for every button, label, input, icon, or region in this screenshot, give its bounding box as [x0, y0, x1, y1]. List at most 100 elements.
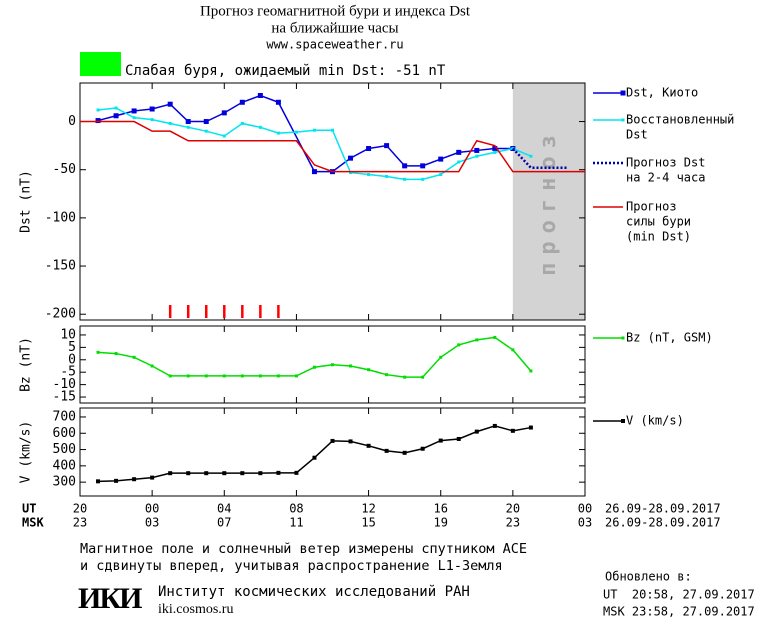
- data-point: [366, 146, 372, 152]
- y-tick-label: 0: [68, 114, 76, 129]
- x-tick-label: 04: [217, 502, 231, 516]
- forecast-region: [512, 83, 585, 320]
- data-point: [366, 443, 371, 448]
- data-point: [403, 375, 407, 379]
- ut-label: UT: [22, 502, 36, 516]
- y-tick-label: 600: [53, 426, 76, 441]
- y-tick-label: 10: [60, 327, 76, 342]
- data-point: [149, 106, 155, 112]
- data-point: [348, 155, 354, 161]
- y-tick-label: -15: [53, 390, 76, 405]
- data-point: [258, 374, 262, 378]
- data-point: [456, 149, 462, 155]
- x-tick-label-msk: 07: [217, 516, 231, 530]
- data-point: [96, 479, 101, 484]
- y-tick-label: -10: [53, 377, 76, 392]
- legend-label: на 2-4 часа: [626, 171, 705, 185]
- status-swatch: [80, 52, 121, 76]
- x-tick-label-msk: 11: [289, 516, 303, 530]
- data-point: [384, 143, 390, 149]
- data-point: [510, 428, 515, 433]
- data-point: [132, 477, 137, 482]
- x-tick-label: 20: [506, 502, 520, 516]
- data-point: [312, 128, 316, 132]
- data-point: [294, 374, 298, 378]
- data-point: [456, 436, 461, 441]
- legend-label: Bz (nT, GSM): [626, 331, 713, 345]
- data-point: [493, 150, 497, 154]
- y-axis-label: Dst (nT): [19, 170, 34, 233]
- data-point: [312, 365, 316, 369]
- data-point: [185, 119, 191, 125]
- data-point: [511, 348, 515, 352]
- legend-label: Dst, Киото: [626, 86, 698, 100]
- data-point: [240, 121, 244, 125]
- x-tick-label-msk: 03: [578, 516, 592, 530]
- data-point: [96, 108, 100, 112]
- data-point: [312, 455, 317, 460]
- data-point: [439, 173, 443, 177]
- legend-marker: [620, 90, 626, 96]
- legend-label: Прогноз Dst: [626, 156, 705, 170]
- x-tick-label: 12: [361, 502, 375, 516]
- data-point: [222, 374, 226, 378]
- data-point: [402, 163, 408, 169]
- status-text: Слабая буря, ожидаемый min Dst: -51 nT: [125, 63, 446, 79]
- series-line: [97, 107, 532, 181]
- data-point: [150, 364, 154, 368]
- data-point: [385, 174, 389, 178]
- data-point: [186, 374, 190, 378]
- updated-msk: MSK 23:58, 27.09.2017: [603, 605, 755, 619]
- updated-label: Обновлено в:: [605, 570, 692, 584]
- data-point: [421, 177, 425, 181]
- data-point: [239, 99, 245, 105]
- footer-note: Магнитное поле и солнечный ветер измерен…: [80, 541, 527, 557]
- y-tick-label: 0: [68, 352, 76, 367]
- data-point: [457, 160, 461, 164]
- data-point: [367, 173, 371, 177]
- data-point: [204, 129, 208, 133]
- data-point: [258, 125, 262, 129]
- data-point: [168, 374, 172, 378]
- legend-label: Восстановленный: [626, 113, 734, 127]
- legend-label: Dst: [626, 128, 648, 142]
- y-tick-label: -200: [45, 307, 76, 322]
- data-point: [168, 471, 173, 476]
- data-point: [222, 134, 226, 138]
- series-line: [97, 336, 532, 378]
- data-point: [204, 374, 208, 378]
- x-tick-label: 16: [433, 502, 447, 516]
- data-point: [367, 368, 371, 372]
- data-point: [222, 471, 227, 476]
- data-point: [438, 438, 443, 443]
- data-point: [349, 171, 353, 175]
- data-point: [349, 364, 353, 368]
- y-tick-label: 400: [53, 458, 76, 473]
- plot-frame: [79, 407, 586, 497]
- forecast-label: прогноз: [536, 127, 561, 276]
- website: www.spaceweather.ru: [266, 38, 403, 52]
- data-point: [221, 110, 227, 116]
- data-point: [113, 113, 119, 119]
- title: Прогноз геомагнитной бури и индекса Dst: [200, 3, 471, 19]
- data-point: [186, 125, 190, 129]
- footer-note: и сдвинуты вперед, учитывая распростране…: [80, 558, 503, 574]
- legend-marker: [621, 336, 625, 340]
- data-point: [276, 470, 281, 475]
- data-point: [421, 375, 425, 379]
- data-point: [96, 350, 100, 354]
- data-point: [439, 355, 443, 359]
- data-point: [95, 118, 101, 124]
- x-tick-label-msk: 23: [506, 516, 520, 530]
- data-point: [150, 475, 155, 480]
- data-point: [275, 99, 281, 105]
- series-line: [98, 425, 532, 483]
- data-point: [438, 156, 444, 162]
- data-point: [168, 121, 172, 125]
- y-tick-label: 700: [53, 409, 76, 424]
- y-tick-label: -50: [53, 162, 76, 177]
- data-point: [493, 335, 497, 339]
- data-point: [403, 177, 407, 181]
- x-tick-label: 00: [578, 502, 592, 516]
- x-tick-label: 00: [145, 502, 159, 516]
